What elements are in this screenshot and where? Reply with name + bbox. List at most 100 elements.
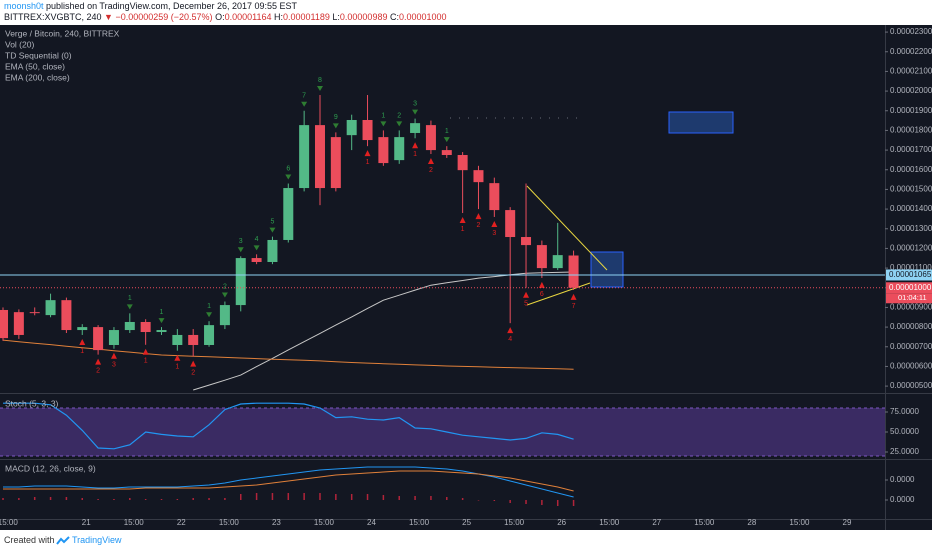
x-tick-label: 15:00	[599, 518, 620, 527]
x-tick-label: 22	[177, 518, 186, 527]
histogram-bar	[414, 496, 416, 500]
header: moonsh0t published on TradingView.com, D…	[0, 0, 932, 25]
td-marker	[538, 281, 545, 288]
td-marker	[491, 220, 498, 227]
td-count: 1	[207, 303, 211, 310]
x-tick-label: 15:00	[409, 518, 430, 527]
candle-body	[552, 255, 563, 269]
y-tick-label: 75.0000	[890, 407, 919, 416]
x-tick-label: 15:00	[694, 518, 715, 527]
td-marker	[269, 227, 276, 233]
histogram-bar	[224, 498, 226, 500]
td-marker	[475, 213, 482, 220]
stoch-band	[0, 408, 885, 456]
candle-body	[124, 321, 135, 331]
price-label-bg	[886, 269, 932, 281]
y-tick-label: 0.00000900	[890, 303, 932, 312]
histogram-bar	[255, 493, 258, 500]
macd-title: MACD (12, 26, close, 9)	[5, 463, 96, 473]
candle-body	[77, 327, 88, 331]
td-count: 7	[572, 303, 576, 310]
td-count: 4	[508, 336, 512, 343]
histogram-bar	[572, 500, 575, 506]
histogram-bar	[33, 497, 36, 500]
author[interactable]: moonsh0t	[4, 1, 44, 11]
histogram-bar	[446, 497, 448, 500]
x-tick-label: 24	[367, 518, 376, 527]
y-tick-label: 0.00002100	[890, 67, 932, 76]
td-marker	[126, 304, 133, 310]
ohlc-value: 0.00001189	[282, 12, 330, 22]
td-count: 1	[175, 364, 179, 371]
td-count: 1	[80, 348, 84, 355]
ohlc-value: 0.00001164	[224, 12, 272, 22]
y-tick-label: 0.00000500	[890, 381, 932, 390]
histogram-bar	[160, 499, 163, 500]
td-count: 2	[477, 222, 481, 229]
td-marker	[364, 150, 371, 157]
y-tick-label: 50.0000	[890, 427, 919, 436]
candle-body	[410, 123, 421, 133]
candle-body	[330, 137, 341, 189]
x-tick-label: 26	[557, 518, 566, 527]
td-count: 7	[302, 93, 306, 100]
td-marker	[110, 352, 117, 359]
histogram-bar	[382, 495, 385, 500]
td-marker	[459, 217, 466, 224]
countdown: 01:04:11	[898, 293, 927, 302]
legend-entry: EMA (50, close)	[5, 61, 65, 71]
histogram-bar	[81, 498, 84, 500]
candle-body	[521, 237, 532, 246]
td-count: 3	[492, 230, 496, 237]
x-tick-label: 15:00	[219, 518, 240, 527]
candle-body	[188, 334, 199, 345]
td-marker	[396, 121, 403, 127]
axes: 15:002115:002215:002315:002415:002515:00…	[0, 27, 932, 527]
candle-body	[29, 312, 40, 314]
brand[interactable]: TradingView	[72, 535, 122, 545]
y-tick-label: 0.00002300	[890, 27, 932, 36]
histogram-bar	[525, 500, 527, 504]
price-label-bg	[886, 282, 932, 294]
td-marker	[443, 137, 450, 143]
histogram-bar	[556, 500, 559, 506]
x-tick-label: 15:00	[124, 518, 145, 527]
candle-body	[489, 183, 500, 211]
candle-body	[219, 305, 230, 326]
candle-body	[314, 125, 325, 189]
td-marker	[237, 247, 244, 253]
candle-body	[251, 258, 262, 262]
histogram-bar	[398, 496, 400, 500]
histogram-bar	[287, 493, 290, 500]
stoch-pane	[0, 402, 885, 457]
td-marker	[79, 338, 86, 345]
td-marker	[316, 86, 323, 92]
x-tick-label: 27	[652, 518, 661, 527]
td-count: 8	[318, 77, 322, 84]
y-tick-label: 0.00001600	[890, 165, 932, 174]
symbol: BITTREX:XVGBTC, 240	[4, 12, 102, 22]
legend-entry: EMA (200, close)	[5, 72, 70, 82]
td-marker	[142, 348, 149, 355]
td-count: 2	[397, 112, 401, 119]
price-label: 0.00001000	[889, 283, 932, 292]
td-count: 1	[366, 159, 370, 166]
histogram-bar	[509, 500, 511, 503]
x-tick-label: 25	[462, 518, 471, 527]
histogram-bar	[541, 500, 543, 505]
y-tick-label: 0.00001700	[890, 145, 932, 154]
drawing-box	[668, 111, 734, 134]
candle-body	[473, 170, 484, 183]
y-tick-label: 0.00001800	[890, 126, 932, 135]
candle-body	[267, 239, 278, 262]
y-tick-label: 25.0000	[890, 447, 919, 456]
footer: Created with TradingView	[0, 530, 932, 550]
histogram-bar	[208, 498, 210, 500]
candle-body	[0, 309, 9, 339]
td-count: 2	[96, 367, 100, 374]
td-marker	[206, 312, 213, 318]
macd-line	[3, 470, 574, 492]
candle-body	[140, 321, 151, 333]
td-marker	[570, 293, 577, 300]
